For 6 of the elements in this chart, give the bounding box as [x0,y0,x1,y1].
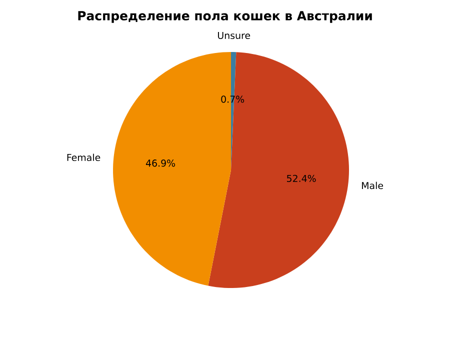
slice-label: Male [362,182,384,190]
chart-title: Распределение пола кошек в Австралии [78,11,372,23]
data-label: 52.4% [287,174,316,182]
slice-label: Unsure [218,32,250,40]
data-label: 46.9% [146,160,176,167]
slice-label: Female [67,154,100,162]
